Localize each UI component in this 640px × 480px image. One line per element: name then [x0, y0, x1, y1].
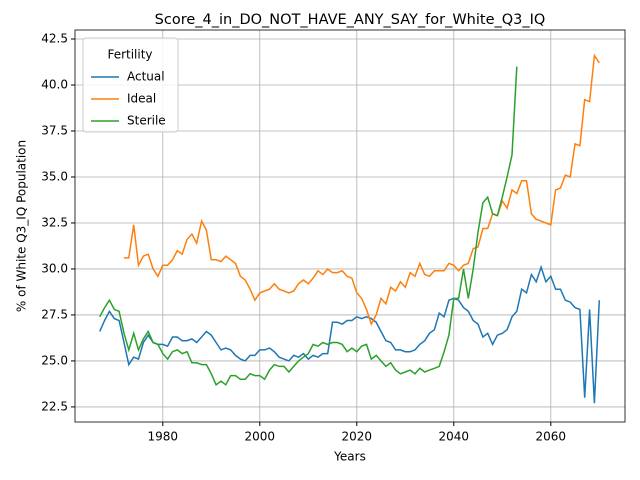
x-tick-label: 2040 — [439, 430, 470, 444]
legend-label: Ideal — [127, 92, 156, 106]
line-series — [99, 66, 518, 386]
x-tick-label: 2000 — [245, 430, 276, 444]
legend-label: Actual — [127, 70, 165, 84]
y-tick-label: 30.0 — [41, 261, 68, 275]
plot-frame — [74, 29, 626, 423]
y-tick-label: 22.5 — [41, 399, 68, 413]
legend-title: Fertility — [107, 48, 152, 62]
chart-title: Score_4_in_DO_NOT_HAVE_ANY_SAY_for_White… — [155, 12, 546, 28]
legend-box — [82, 37, 179, 133]
line-series — [99, 264, 601, 404]
y-tick-label: 37.5 — [41, 123, 68, 137]
legend-label: Sterile — [127, 114, 166, 128]
line-series — [124, 53, 600, 327]
y-tick-label: 32.5 — [41, 215, 68, 229]
y-tick-label: 35.0 — [41, 169, 68, 183]
x-tick-label: 1980 — [148, 430, 179, 444]
x-axis-label: Years — [333, 450, 366, 464]
y-tick-label: 27.5 — [41, 307, 68, 321]
y-tick-label: 40.0 — [41, 78, 68, 92]
y-tick-label: 42.5 — [41, 32, 68, 46]
y-tick-label: 25.0 — [41, 353, 68, 367]
x-tick-label: 2060 — [536, 430, 567, 444]
y-axis-label: % of White Q3_IQ Population — [15, 140, 29, 312]
x-tick-label: 2020 — [342, 430, 373, 444]
